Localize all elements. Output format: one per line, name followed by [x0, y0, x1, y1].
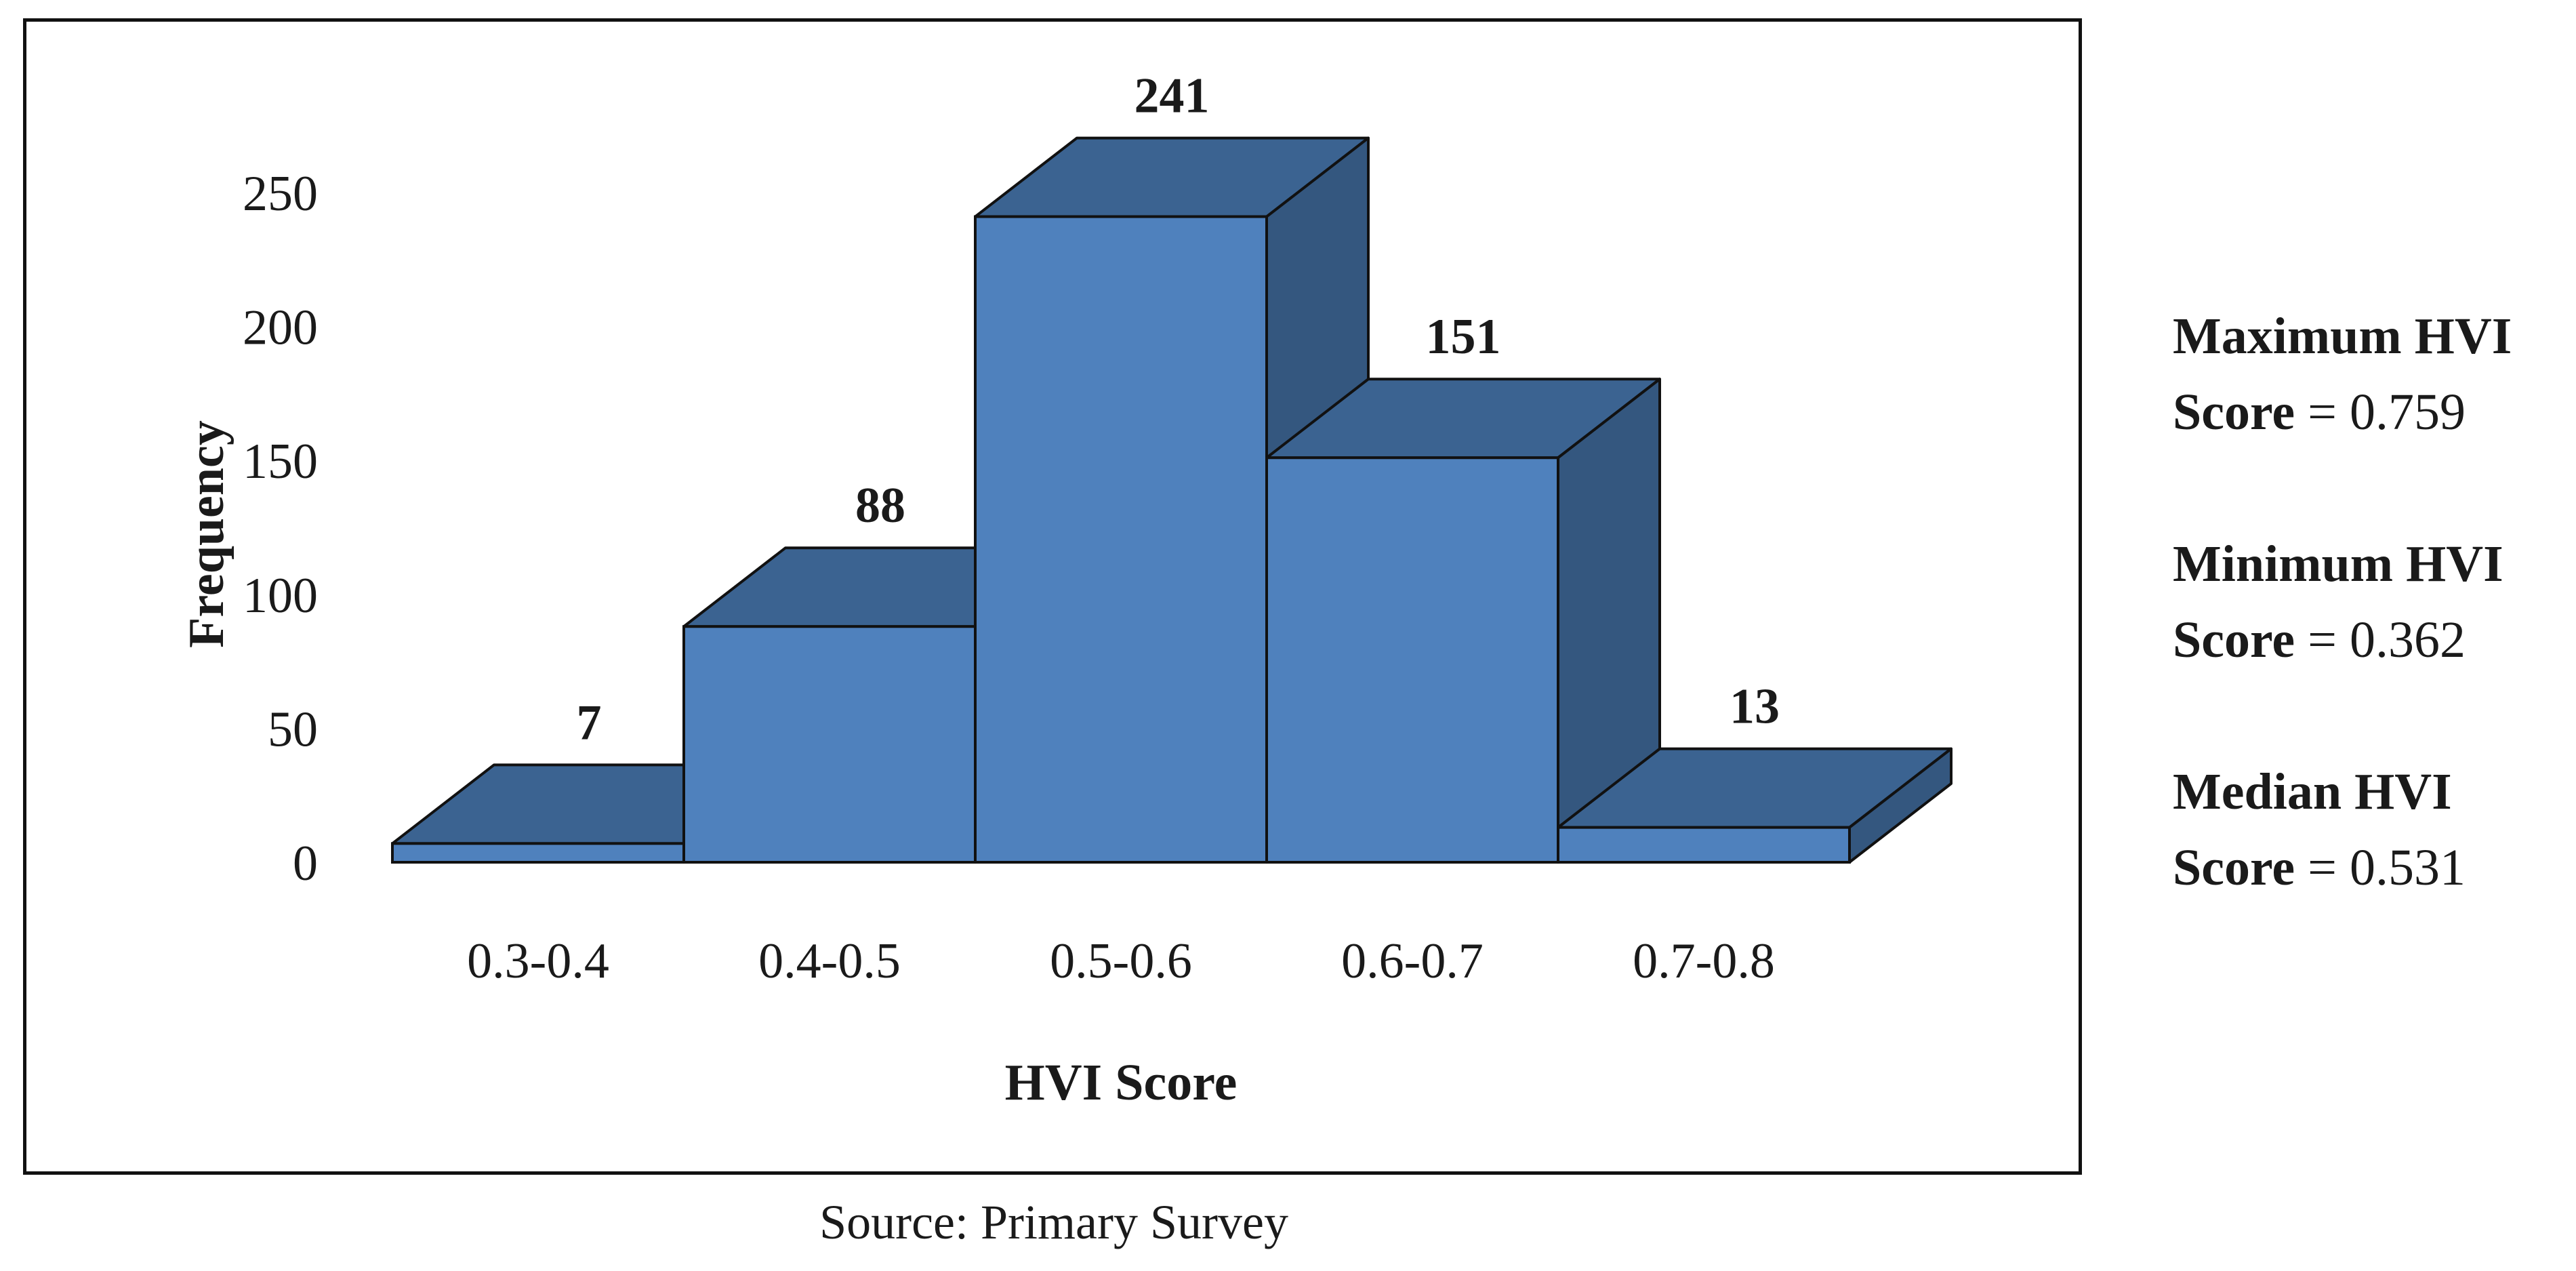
x-tick-label-0.4-0.5: 0.4-0.5 [758, 933, 901, 989]
y-tick-label-0: 0 [293, 836, 318, 891]
stat-minimum-value: = 0.362 [2295, 611, 2466, 668]
stat-minimum-label2: Score [2173, 611, 2295, 668]
histogram-chart: 0 50 100 150 200 250 Frequency 7 0.3-0.4 88 0.4-0.… [179, 68, 1953, 1111]
bar-front-0.6-0.7 [1265, 456, 1559, 864]
bar-front-0.3-0.4 [391, 842, 685, 864]
bar-front-0.4-0.5 [682, 625, 977, 864]
x-tick-label-0.5-0.6: 0.5-0.6 [1050, 933, 1192, 989]
stat-minimum-label: Minimum HVI [2173, 536, 2503, 592]
data-label-0.3-0.4: 7 [577, 695, 602, 750]
x-axis-label: HVI Score [1005, 1054, 1238, 1111]
y-tick-label-200: 200 [243, 300, 318, 356]
y-tick-label-50: 50 [268, 702, 318, 757]
data-label-0.6-0.7: 151 [1426, 309, 1501, 365]
stat-minimum: Minimum HVI Score = 0.362 [2173, 526, 2566, 678]
source-caption: Source: Primary Survey [819, 1195, 1288, 1249]
x-tick-label-0.7-0.8: 0.7-0.8 [1633, 933, 1775, 989]
y-axis-label: Frequency [179, 420, 234, 648]
stat-median-label2: Score [2173, 839, 2295, 896]
hvi-stats-panel: Maximum HVI Score = 0.759 Minimum HVI Sc… [2173, 298, 2566, 982]
data-label-0.5-0.6: 241 [1134, 68, 1210, 124]
stat-median: Median HVI Score = 0.531 [2173, 754, 2566, 906]
stat-maximum-label: Maximum HVI [2173, 308, 2512, 365]
stat-maximum: Maximum HVI Score = 0.759 [2173, 298, 2566, 450]
stat-median-value: = 0.531 [2295, 839, 2466, 896]
chart-frame: 0 50 100 150 200 250 Frequency 7 0.3-0.4 88 0.4-0.… [23, 18, 2082, 1175]
stat-maximum-value: = 0.759 [2295, 384, 2466, 441]
stat-median-label: Median HVI [2173, 763, 2452, 820]
bar-front-0.5-0.6 [974, 215, 1268, 864]
y-tick-label-250: 250 [243, 166, 318, 222]
y-tick-label-100: 100 [243, 568, 318, 624]
data-label-0.4-0.5: 88 [855, 478, 905, 533]
y-tick-label-150: 150 [243, 434, 318, 489]
x-tick-label-0.6-0.7: 0.6-0.7 [1341, 933, 1484, 989]
data-label-0.7-0.8: 13 [1730, 679, 1780, 735]
x-tick-label-0.3-0.4: 0.3-0.4 [467, 933, 609, 989]
bar-front-0.7-0.8 [1557, 826, 1851, 864]
stat-maximum-label2: Score [2173, 384, 2295, 441]
